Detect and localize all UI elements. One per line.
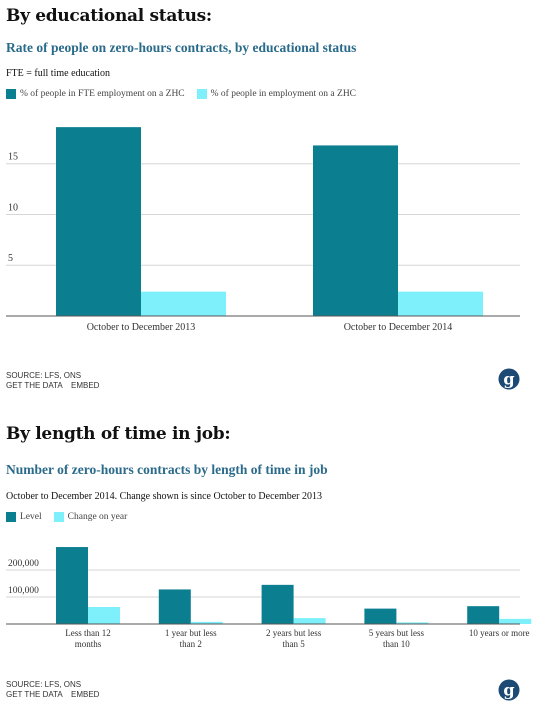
- legend-item: Change on year: [53, 512, 128, 522]
- legend-label: % of people in FTE employment on a ZHC: [20, 89, 185, 99]
- chart-legend: Level Change on year: [6, 512, 139, 522]
- bar: [56, 547, 88, 624]
- legend-label: Change on year: [67, 512, 128, 522]
- bar: [364, 608, 397, 624]
- legend-swatch-light: [196, 89, 207, 99]
- embed-link[interactable]: EMBED: [70, 380, 100, 390]
- chart-footer: SOURCE: LFS, ONS GET THE DATA EMBED: [6, 371, 99, 390]
- x-category-label: than 2: [180, 639, 202, 649]
- chart-legend: % of people in FTE employment on a ZHC %…: [6, 89, 368, 99]
- svg-text:g: g: [503, 370, 514, 389]
- x-category-label: October to December 2014: [344, 322, 453, 333]
- x-category-label: 5 years but less: [369, 628, 425, 638]
- bar: [313, 145, 398, 316]
- chart-footer: SOURCE: LFS, ONS GET THE DATA EMBED: [6, 680, 99, 699]
- guardian-logo-icon: g: [498, 368, 520, 390]
- bar: [398, 291, 483, 316]
- legend-item: % of people in employment on a ZHC: [196, 89, 357, 99]
- x-category-label: than 5: [282, 639, 305, 649]
- chart-subtitle: October to December 2014. Change shown i…: [6, 491, 323, 502]
- svg-text:g: g: [503, 681, 514, 700]
- bar: [158, 589, 191, 624]
- source-text: SOURCE: LFS, ONS: [6, 680, 82, 689]
- embed-link[interactable]: EMBED: [70, 689, 100, 699]
- bar: [467, 606, 500, 624]
- x-category-label: 1 year but less: [165, 628, 217, 638]
- x-category-label: than 10: [383, 639, 410, 649]
- guardian-logo-icon: g: [498, 679, 520, 701]
- legend-label: % of people in employment on a ZHC: [210, 89, 357, 99]
- legend-swatch-dark: [6, 512, 16, 522]
- get-the-data-link[interactable]: GET THE DATA: [6, 380, 63, 390]
- bar-chart-educational-status: 5 10 15 October to December 2013 October to …: [6, 127, 520, 333]
- x-category-label: 2 years but less: [266, 628, 322, 638]
- bar: [141, 291, 226, 316]
- get-the-data-link[interactable]: GET THE DATA: [6, 689, 63, 699]
- legend-label: Level: [20, 512, 42, 522]
- y-tick-label: 10: [8, 202, 18, 213]
- source-text: SOURCE: LFS, ONS: [6, 371, 82, 380]
- section-heading-length-of-time: By length of time in job:: [6, 424, 231, 444]
- bar: [190, 621, 223, 624]
- bar: [88, 606, 120, 624]
- bar: [396, 622, 429, 624]
- legend-swatch-dark: [6, 89, 16, 99]
- legend-swatch-light: [53, 512, 64, 522]
- x-category-label: 10 years or more: [469, 628, 530, 638]
- bar: [499, 618, 532, 624]
- chart-title: Number of zero-hours contracts by length…: [6, 462, 328, 477]
- bar: [261, 584, 294, 624]
- legend-item: Level: [6, 512, 42, 522]
- y-tick-label: 5: [8, 253, 13, 264]
- section-heading-educational-status: By educational status:: [6, 6, 212, 26]
- y-tick-label: 200,000: [8, 559, 39, 569]
- bar: [293, 618, 326, 624]
- y-tick-label: 15: [8, 152, 18, 163]
- x-category-label: months: [75, 639, 102, 649]
- chart-title: Rate of people on zero-hours contracts, …: [6, 40, 357, 55]
- y-tick-label: 100,000: [8, 586, 39, 596]
- legend-item: % of people in FTE employment on a ZHC: [6, 89, 185, 99]
- chart-subtitle: FTE = full time education: [6, 68, 110, 79]
- x-category-label: Less than 12: [65, 628, 111, 638]
- bar: [56, 127, 141, 316]
- x-category-label: October to December 2013: [87, 322, 196, 333]
